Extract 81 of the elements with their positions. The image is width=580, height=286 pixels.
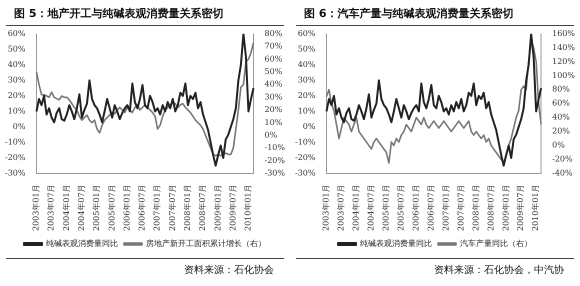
text: 资料来源：石化协会	[6, 258, 284, 277]
chart-title: 图 6：汽车产量与纯碱表观消费量关系密切	[296, 0, 574, 26]
x-tick-label: 2004年07月	[366, 184, 376, 232]
y2-tick-label: 30%	[264, 92, 283, 102]
x-tick-label: 2003年07月	[46, 184, 56, 232]
x-tick-label: 2006年07月	[138, 184, 147, 232]
x-tick-label: 2010年01月	[531, 184, 540, 232]
y-tick-label: 20%	[8, 90, 26, 100]
y2-tick-label: 60%	[264, 54, 283, 64]
legend-label: 汽车产量同比（右）	[460, 239, 532, 248]
y2-tick-label: -10%	[264, 143, 286, 152]
y-tick-label: 10%	[8, 106, 26, 116]
x-tick-label: 2008年07月	[486, 184, 496, 232]
x-tick-label: 2009年07月	[516, 184, 526, 232]
x-tick-label: 2005年07月	[396, 184, 406, 232]
y2-tick-label: 140%	[552, 42, 576, 52]
x-tick-label: 2007年01月	[441, 184, 450, 232]
y-tick-label: 40%	[8, 60, 26, 69]
legend-label: 纯碱表观消费量同比	[46, 239, 118, 248]
x-tick-label: 2008年07月	[198, 184, 208, 232]
x-tick-label: 2006年01月	[122, 184, 132, 232]
x-tick-label: 2004年01月	[352, 184, 361, 232]
y2-tick-label: 20%	[264, 105, 283, 114]
x-tick-label: 2005年07月	[107, 184, 116, 232]
x-tick-label: 2008年01月	[471, 184, 480, 232]
y2-tick-label: 120%	[552, 56, 576, 66]
x-tick-label: 2005年01月	[92, 184, 102, 232]
y-tick-label: 60%	[8, 28, 26, 38]
y2-tick-label: 20%	[552, 126, 570, 136]
y2-tick-label: -20%	[552, 154, 574, 164]
x-tick-label: 2003年01月	[32, 184, 41, 232]
y2-tick-label: 40%	[264, 80, 283, 89]
x-tick-label: 2003年07月	[336, 184, 346, 232]
y2-tick-label: 160%	[552, 28, 576, 38]
y2-tick-label: 50%	[264, 66, 283, 76]
y2-tick-label: -20%	[264, 156, 286, 165]
x-tick-label: 2003年01月	[322, 184, 331, 232]
legend-label: 纯碱表观消费量同比	[360, 239, 432, 248]
y-tick-label: -10%	[295, 138, 316, 147]
y2-tick-label: 100%	[552, 70, 576, 80]
y2-tick-label: 70%	[264, 42, 283, 51]
y-tick-label: -10%	[5, 138, 26, 147]
y-tick-label: 50%	[298, 44, 316, 54]
y-tick-label: -20%	[5, 153, 26, 162]
y-tick-label: 40%	[298, 60, 316, 69]
x-tick-label: 2006年07月	[426, 184, 436, 232]
y-tick-label: 0%	[302, 122, 316, 131]
x-tick-label: 2009年01月	[213, 184, 222, 232]
y-tick-label: 30%	[8, 75, 26, 84]
y2-tick-label: 10%	[264, 118, 283, 127]
x-tick-label: 2009年01月	[501, 184, 510, 232]
y2-tick-label: -40%	[552, 168, 574, 178]
text: 资料来源：石化协会，中汽协	[296, 258, 574, 277]
y2-tick-label: 80%	[552, 84, 570, 94]
y2-tick-label: 80%	[264, 28, 283, 38]
y-tick-label: 0%	[12, 122, 26, 131]
y2-tick-label: 0%	[552, 140, 566, 150]
x-tick-label: 2005年01月	[381, 184, 390, 232]
y-tick-label: -30%	[295, 168, 316, 178]
y-tick-label: -30%	[5, 168, 26, 178]
x-tick-label: 2004年01月	[62, 184, 71, 232]
y2-tick-label: 60%	[552, 98, 570, 108]
y-tick-label: 20%	[298, 90, 316, 100]
y2-tick-label: -30%	[264, 168, 286, 178]
x-tick-label: 2008年01月	[182, 184, 192, 232]
y-tick-label: 60%	[298, 28, 316, 38]
x-tick-label: 2009年07月	[228, 184, 238, 232]
y-tick-label: 10%	[298, 106, 316, 116]
x-tick-label: 2010年01月	[244, 184, 253, 232]
x-tick-label: 2007年01月	[152, 184, 162, 232]
x-tick-label: 2004年07月	[76, 184, 86, 232]
y2-tick-label: 40%	[552, 112, 570, 122]
x-tick-label: 2007年07月	[456, 184, 466, 232]
y-tick-label: 50%	[8, 44, 26, 54]
chart-title: 图 5：地产开工与纯碱表观消费量关系密切	[6, 0, 284, 26]
x-tick-label: 2006年01月	[411, 184, 420, 232]
y-tick-label: -20%	[295, 153, 316, 162]
legend-label: 房地产新开工面积累计增长（右）	[146, 239, 266, 248]
x-tick-label: 2007年07月	[168, 184, 177, 232]
y2-tick-label: 0%	[264, 130, 278, 140]
y-tick-label: 30%	[298, 75, 316, 84]
